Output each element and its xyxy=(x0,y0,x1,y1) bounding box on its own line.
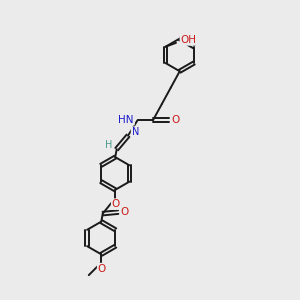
Text: H: H xyxy=(105,140,112,150)
Text: HN: HN xyxy=(118,115,134,125)
Text: N: N xyxy=(132,127,139,137)
Text: O: O xyxy=(121,207,129,217)
Text: O: O xyxy=(172,115,180,125)
Text: OH: OH xyxy=(180,35,196,45)
Text: O: O xyxy=(112,199,120,209)
Text: O: O xyxy=(98,264,106,274)
